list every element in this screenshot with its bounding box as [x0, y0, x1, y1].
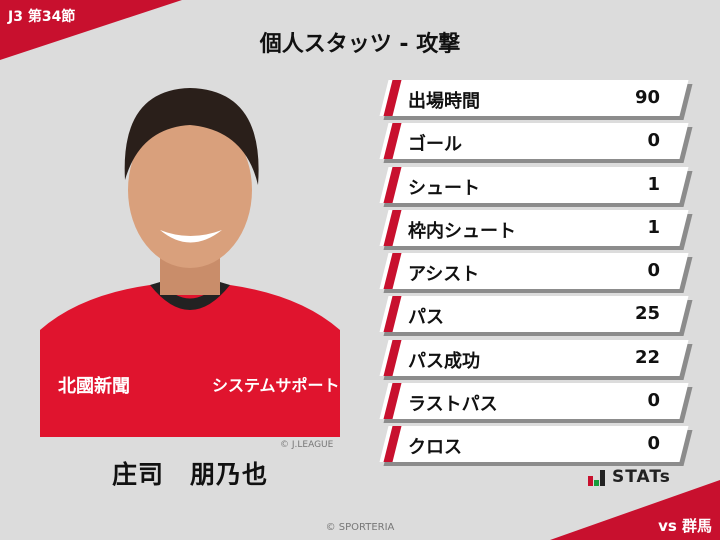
stat-label: シュート [408, 177, 480, 199]
photo-credit: © J.LEAGUE [280, 440, 334, 450]
stat-row: パス 25 [379, 296, 693, 337]
shirt-sponsor-left: 北國新聞 [58, 376, 130, 397]
opponent-label: vs 群馬 [658, 517, 712, 535]
stat-label: アシスト [408, 264, 480, 286]
stat-row: クロス 0 [379, 426, 693, 467]
stat-value: 0 [647, 433, 660, 455]
stat-value: 0 [647, 390, 660, 412]
player-photo: 北國新聞 システムサポート [40, 70, 340, 437]
stats-logo-text: STATs [612, 467, 671, 487]
stat-row: アシスト 0 [379, 253, 693, 294]
stat-label: ラストパス [408, 394, 498, 416]
stat-value: 0 [647, 130, 660, 152]
stat-label: 枠内シュート [408, 220, 516, 242]
stat-row: ラストパス 0 [379, 383, 693, 424]
stat-label: パス [408, 307, 444, 329]
shirt-sponsor-right: システムサポート [212, 376, 340, 395]
stat-row: シュート 1 [379, 166, 693, 207]
stat-row: パス成功 22 [379, 339, 693, 380]
stat-label: パス成功 [408, 350, 480, 372]
player-name: 庄司 朋乃也 [111, 460, 268, 489]
stat-label: 出場時間 [408, 91, 480, 112]
stat-value: 22 [634, 346, 660, 368]
stat-label: クロス [408, 437, 462, 459]
stat-row: ゴール 0 [379, 123, 693, 164]
stat-row: 枠内シュート 1 [379, 209, 693, 250]
stat-value: 90 [634, 87, 660, 108]
stats-logo: STATs [588, 468, 671, 486]
match-badge: J3 第34節 [8, 9, 76, 25]
stats-list: 出場時間 90 ゴール 0 シュート 1 枠内シュート 1 アシスト 0 パス 25 パス成功 22 ラスト… [379, 80, 693, 470]
stat-label: ゴール [408, 134, 462, 156]
stat-value: 0 [647, 260, 660, 282]
stat-value: 25 [634, 303, 660, 325]
stat-value: 1 [647, 173, 660, 195]
page-title: 個人スタッツ - 攻撃 [259, 32, 461, 57]
copyright: © SPORTERIA [325, 522, 395, 533]
bar-chart-icon [588, 470, 605, 486]
stat-row: 出場時間 90 [379, 80, 693, 120]
stat-value: 1 [647, 216, 660, 238]
